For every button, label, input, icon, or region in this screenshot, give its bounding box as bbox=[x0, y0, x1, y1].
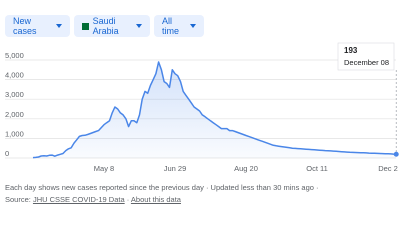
tooltip-point bbox=[393, 151, 399, 157]
tooltip-date: December 08 bbox=[344, 58, 389, 67]
flag-icon bbox=[82, 22, 89, 30]
area-fill bbox=[33, 62, 397, 158]
x-tick-label: Jun 29 bbox=[164, 164, 187, 173]
x-tick-label: Aug 20 bbox=[234, 164, 258, 173]
range-dropdown[interactable]: All time bbox=[154, 15, 204, 37]
separator: · bbox=[126, 195, 130, 204]
location-label: Saudi Arabia bbox=[92, 16, 119, 36]
source-link[interactable]: JHU CSSE COVID-19 Data bbox=[32, 195, 125, 204]
x-tick-label: Oct 11 bbox=[306, 164, 328, 173]
y-tick-label: 3,000 bbox=[5, 90, 24, 99]
y-tick-label: 2,000 bbox=[5, 110, 24, 119]
chart: 0 1,000 2,000 3,000 4,000 5,000 May 8 Jun 29 Aug… bbox=[5, 42, 399, 173]
metric-label: New cases bbox=[13, 16, 37, 36]
tooltip-box bbox=[337, 42, 395, 71]
tooltip-value: 193 bbox=[344, 46, 358, 55]
footer-source: Source: JHU CSSE COVID-19 Data · About t… bbox=[5, 195, 181, 204]
y-tick-label: 1,000 bbox=[5, 129, 24, 138]
footer-note: Each day shows new cases reported since … bbox=[5, 183, 319, 192]
page: New cases Saudi Arabia All time 0 1,000 2,… bbox=[5, 15, 399, 204]
y-tick-label: 5,000 bbox=[5, 51, 24, 60]
about-link[interactable]: About this data bbox=[130, 195, 181, 204]
x-tick-label: May 8 bbox=[94, 164, 114, 173]
y-tick-label: 0 bbox=[5, 149, 9, 158]
caret bbox=[190, 24, 196, 28]
caret bbox=[136, 24, 142, 28]
x-tick-label: Dec 2 bbox=[378, 164, 398, 173]
y-tick-label: 4,000 bbox=[5, 71, 24, 80]
metric-dropdown[interactable]: New cases bbox=[5, 15, 70, 37]
source-label: Source: bbox=[5, 195, 31, 204]
range-label: All time bbox=[162, 16, 180, 36]
data-line bbox=[32, 61, 397, 159]
caret bbox=[56, 24, 62, 28]
location-dropdown[interactable]: Saudi Arabia bbox=[74, 15, 150, 37]
